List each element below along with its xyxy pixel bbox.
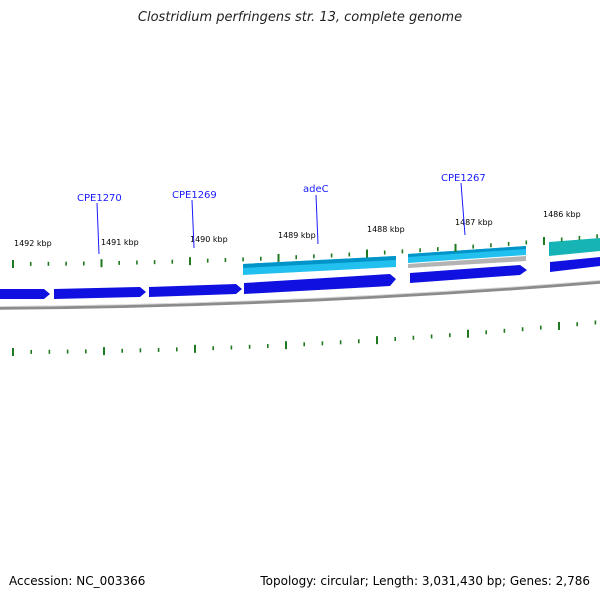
- gene-leader-line: [191, 199, 195, 249]
- reverse-genes: [243, 238, 600, 275]
- gene-label-adec[interactable]: adeC: [303, 184, 329, 195]
- scale-label: 1487 kbp: [455, 218, 493, 227]
- gene-arrow[interactable]: [149, 284, 242, 297]
- gene-arrow[interactable]: [54, 287, 146, 299]
- gene-label-cpe1270[interactable]: CPE1270: [77, 193, 122, 204]
- lower-tick-row: [12, 320, 597, 356]
- gene-arrow[interactable]: [410, 265, 527, 283]
- scale-labels: 1492 kbp 1491 kbp 1490 kbp 1489 kbp 1488…: [14, 210, 581, 248]
- genome-backbone-highlight: [0, 280, 600, 307]
- gene-arrow[interactable]: [0, 289, 50, 299]
- gene-arrow[interactable]: [549, 238, 600, 256]
- genome-backbone: [0, 280, 600, 310]
- gene-leader-line: [460, 182, 466, 236]
- scale-label: 1488 kbp: [367, 225, 405, 234]
- gene-label-cpe1269[interactable]: CPE1269: [172, 190, 217, 201]
- page-title: Clostridium perfringens str. 13, complet…: [137, 10, 463, 25]
- gene-leader-line: [315, 194, 319, 245]
- scale-label: 1491 kbp: [101, 238, 139, 247]
- scale-label: 1492 kbp: [14, 239, 52, 248]
- gene-arrow-shade: [243, 256, 396, 268]
- gene-arrow[interactable]: [408, 256, 526, 268]
- gene-label-cpe1267[interactable]: CPE1267: [441, 173, 486, 184]
- gene-arrow-shade: [408, 246, 526, 257]
- gene-arrow[interactable]: [244, 274, 396, 294]
- scale-label: 1486 kbp: [543, 210, 581, 219]
- genome-summary-text: Topology: circular; Length: 3,031,430 bp…: [260, 574, 590, 588]
- scale-label: 1490 kbp: [190, 235, 228, 244]
- gene-leader-line: [96, 202, 100, 255]
- scale-label: 1489 kbp: [278, 231, 316, 240]
- forward-genes: [0, 257, 600, 299]
- gene-arrow[interactable]: [550, 257, 600, 272]
- upper-tick-row: [12, 234, 598, 268]
- gene-labels: CPE1270 CPE1269 adeC CPE1267: [77, 173, 486, 255]
- accession-text: Accession: NC_003366: [9, 574, 146, 588]
